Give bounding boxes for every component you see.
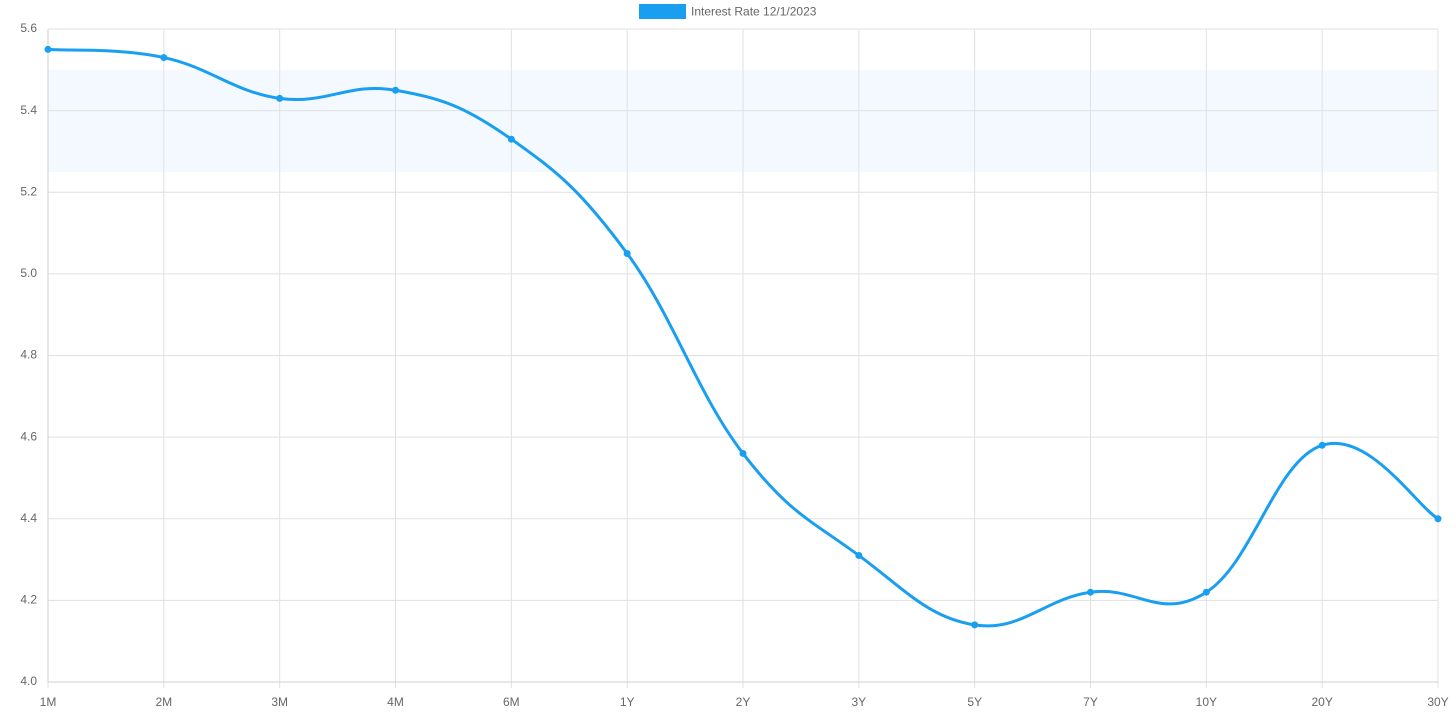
x-tick-label: 1M — [40, 695, 57, 709]
data-point — [855, 551, 863, 559]
data-point — [1318, 441, 1326, 449]
data-point — [44, 45, 52, 53]
y-tick-label: 4.0 — [20, 674, 37, 688]
y-tick-label: 4.4 — [20, 511, 37, 525]
x-tick-label: 2M — [155, 695, 172, 709]
x-tick-label: 20Y — [1311, 695, 1332, 709]
x-tick-label: 3Y — [851, 695, 866, 709]
data-point — [507, 135, 515, 143]
y-tick-label: 5.2 — [20, 184, 37, 198]
data-point — [739, 449, 747, 457]
y-tick-label: 5.0 — [20, 266, 37, 280]
data-point — [971, 621, 979, 629]
x-tick-label: 3M — [271, 695, 288, 709]
data-point — [1202, 588, 1210, 596]
data-point — [623, 249, 631, 257]
y-tick-label: 5.6 — [20, 21, 37, 35]
x-tick-label: 5Y — [967, 695, 982, 709]
x-tick-label: 10Y — [1196, 695, 1217, 709]
y-tick-label: 4.2 — [20, 593, 37, 607]
x-tick-label: 1Y — [620, 695, 635, 709]
data-point — [1434, 515, 1442, 523]
x-tick-label: 30Y — [1427, 695, 1448, 709]
data-point — [160, 54, 168, 62]
x-tick-label: 7Y — [1083, 695, 1098, 709]
x-tick-label: 4M — [387, 695, 404, 709]
y-tick-label: 5.4 — [20, 103, 37, 117]
data-point — [392, 86, 399, 94]
x-tick-label: 2Y — [736, 695, 751, 709]
y-tick-label: 4.6 — [20, 429, 37, 443]
legend-swatch — [639, 4, 686, 19]
legend-label: Interest Rate 12/1/2023 — [691, 5, 817, 19]
data-point — [276, 94, 284, 102]
data-point — [1087, 588, 1094, 596]
y-tick-label: 4.8 — [20, 348, 37, 362]
x-tick-label: 6M — [503, 695, 520, 709]
